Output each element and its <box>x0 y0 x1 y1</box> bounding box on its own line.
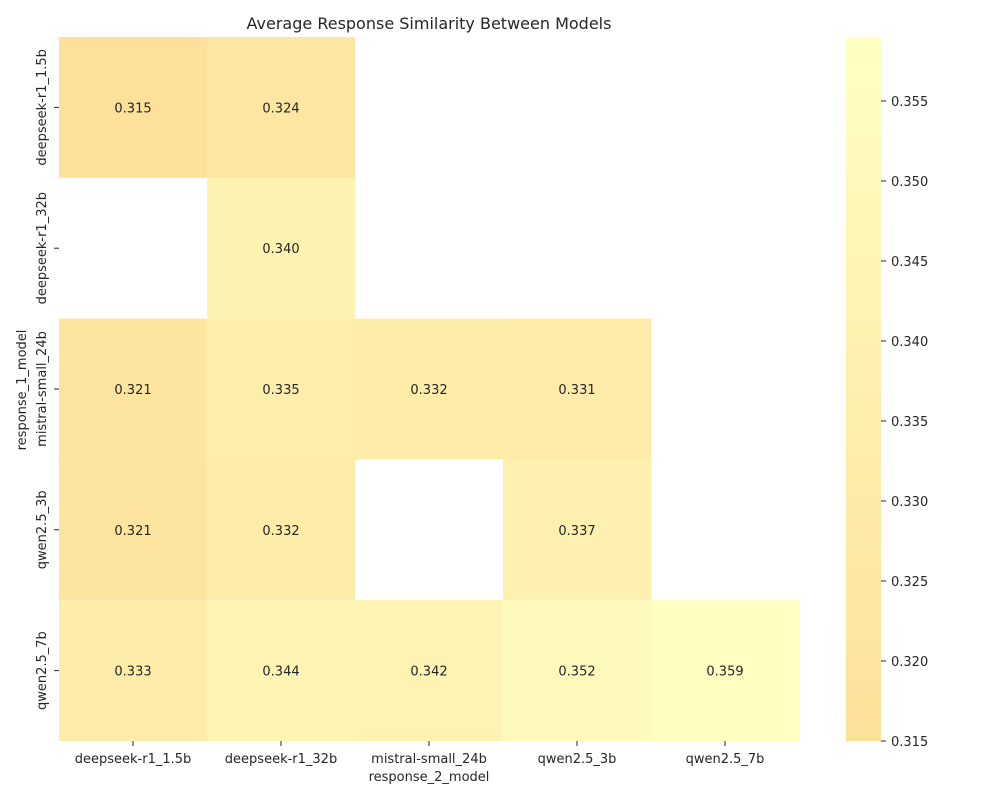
cell-value-label: 0.331 <box>558 383 595 398</box>
cell-value-label: 0.324 <box>262 101 299 116</box>
cell-value-label: 0.332 <box>262 524 299 539</box>
chart-title: Average Response Similarity Between Mode… <box>247 14 612 33</box>
cell-value-label: 0.340 <box>262 242 299 257</box>
cell-value-label: 0.321 <box>114 524 151 539</box>
colorbar-tick-label: 0.325 <box>891 575 928 590</box>
x-tick-label: qwen2.5_3b <box>538 752 617 767</box>
colorbar-tick-label: 0.340 <box>891 335 928 350</box>
heatmap-cell <box>59 600 207 741</box>
heatmap-cell <box>59 459 207 601</box>
cell-value-label: 0.315 <box>114 101 151 116</box>
y-axis-label: response_1_model <box>15 330 30 451</box>
x-tick-label: mistral-small_24b <box>371 752 487 767</box>
heatmap-cell <box>207 459 355 601</box>
colorbar-tick-label: 0.345 <box>891 255 928 270</box>
cell-value-label: 0.344 <box>262 665 299 680</box>
cell-value-label: 0.352 <box>558 665 595 680</box>
heatmap-cell <box>503 600 651 741</box>
colorbar-tick-label: 0.355 <box>891 95 928 110</box>
y-tick-label: deepseek-r1_32b <box>35 192 50 304</box>
cell-labels: 0.315 0.324 0.340 0.321 0.335 0.332 0.331 0.321… <box>114 101 743 679</box>
cell-value-label: 0.321 <box>114 383 151 398</box>
heatmap-cell <box>503 318 651 460</box>
cell-value-label: 0.342 <box>410 665 447 680</box>
heatmap-cell <box>207 318 355 460</box>
x-axis: deepseek-r1_1.5b deepseek-r1_32b mistral-s… <box>75 741 765 767</box>
heatmap-cell <box>59 37 207 178</box>
heatmap-cell <box>207 177 355 319</box>
colorbar-ticks: 0.315 0.320 0.325 0.330 0.335 0.340 0.345 0.350… <box>881 95 928 750</box>
heatmap-cell <box>651 600 799 741</box>
colorbar-tick-label: 0.320 <box>891 655 928 670</box>
x-axis-label: response_2_model <box>369 770 490 785</box>
cell-value-label: 0.337 <box>558 524 595 539</box>
colorbar-tick-label: 0.350 <box>891 175 928 190</box>
cell-value-label: 0.332 <box>410 383 447 398</box>
x-tick-label: qwen2.5_7b <box>686 752 765 767</box>
heatmap-cell <box>207 37 355 178</box>
heatmap-cell <box>207 600 355 741</box>
cell-value-label: 0.333 <box>114 665 151 680</box>
heatmap-cells <box>59 37 799 741</box>
y-tick-label: deepseek-r1_1.5b <box>35 49 50 166</box>
colorbar <box>846 37 881 741</box>
heatmap-cell <box>355 600 503 741</box>
y-tick-label: qwen2.5_3b <box>35 490 50 569</box>
colorbar-tick-label: 0.315 <box>891 735 928 750</box>
x-tick-label: deepseek-r1_1.5b <box>75 752 192 767</box>
colorbar-tick-label: 0.330 <box>891 495 928 510</box>
heatmap-cell <box>503 459 651 601</box>
heatmap-cell <box>59 318 207 460</box>
cell-value-label: 0.359 <box>706 665 743 680</box>
y-tick-label: mistral-small_24b <box>35 331 50 447</box>
x-tick-label: deepseek-r1_32b <box>225 752 337 767</box>
colorbar-tick-label: 0.335 <box>891 415 928 430</box>
heatmap-cell <box>355 318 503 460</box>
y-tick-label: qwen2.5_7b <box>35 631 50 710</box>
cell-value-label: 0.335 <box>262 383 299 398</box>
y-axis: deepseek-r1_1.5b deepseek-r1_32b mistral-s… <box>35 49 59 710</box>
